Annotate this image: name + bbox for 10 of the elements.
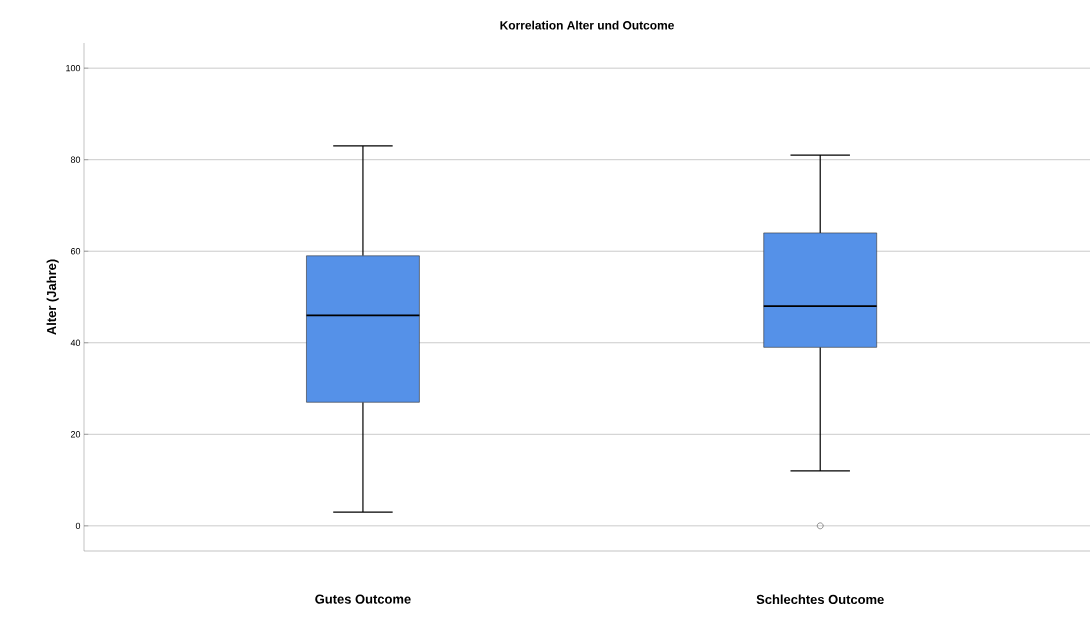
- chart-title: Korrelation Alter und Outcome: [500, 20, 674, 30]
- y-tick-label: 20: [70, 431, 81, 438]
- y-tick-label: 60: [70, 248, 81, 255]
- y-tick-label: 80: [70, 156, 81, 163]
- x-tick-label: Schlechtes Outcome: [756, 594, 884, 605]
- y-axis-title: Alter (Jahre): [46, 259, 59, 335]
- y-tick-label: 100: [66, 64, 81, 72]
- y-tick-label: 0: [75, 522, 81, 530]
- x-tick-label: Gutes Outcome: [315, 594, 411, 604]
- y-tick-label: 40: [70, 339, 81, 346]
